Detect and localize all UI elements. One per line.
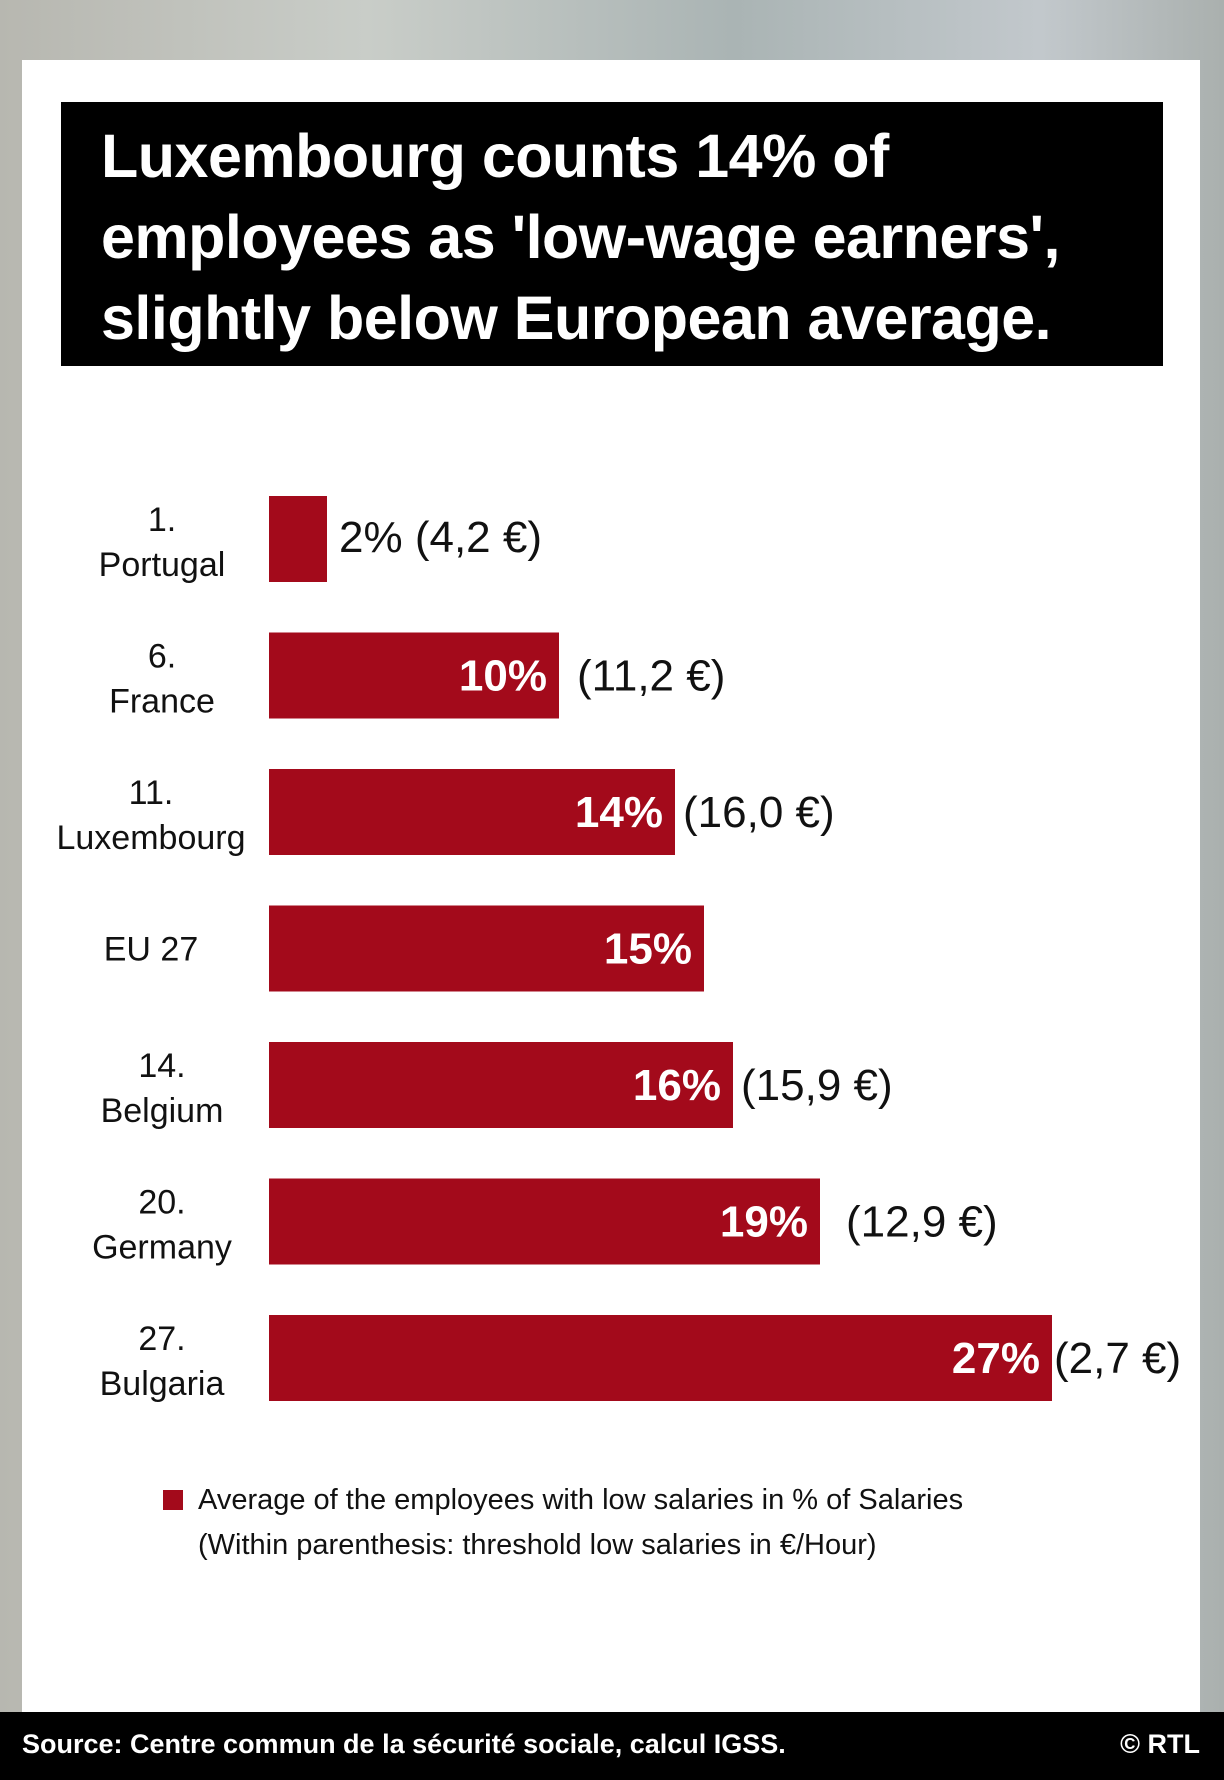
legend-text: Average of the employees with low salari… <box>198 1478 963 1568</box>
value-label: 15% <box>604 925 692 974</box>
value-label: 14% <box>575 788 663 837</box>
threshold-label: (12,9 €) <box>846 1198 998 1247</box>
value-label: 10% <box>459 652 547 701</box>
bar-luxembourg <box>269 769 675 855</box>
bar-eu-27 <box>269 905 704 992</box>
bar-france <box>269 632 559 719</box>
legend-swatch <box>163 1490 183 1510</box>
country-label: EU 27 <box>104 931 199 969</box>
country-label: Belgium <box>101 1092 224 1130</box>
country-label: Luxembourg <box>56 819 245 857</box>
bar-belgium <box>269 1042 733 1128</box>
title-line-3: slightly below European average. <box>101 284 1052 352</box>
rank-label: 11. <box>129 774 174 812</box>
value-label: 27% <box>952 1334 1040 1383</box>
legend-line-1: Average of the employees with low salari… <box>198 1484 964 1516</box>
country-label: Portugal <box>99 546 226 584</box>
bar-bulgaria <box>269 1315 1052 1401</box>
title-box: Luxembourg counts 14% of employees as 'l… <box>61 102 1163 366</box>
country-label: Bulgaria <box>100 1365 225 1403</box>
bar-germany <box>269 1178 820 1265</box>
rank-label: 14. <box>138 1047 185 1085</box>
legend-line-2: (Within parenthesis: threshold low salar… <box>198 1529 877 1561</box>
rank-label: 6. <box>148 638 176 676</box>
copyright-text: © RTL <box>1120 1729 1200 1759</box>
country-label: France <box>109 683 215 721</box>
bar-portugal <box>269 496 327 582</box>
value-label: 2% (4,2 €) <box>339 513 542 562</box>
value-label: 16% <box>633 1061 721 1110</box>
threshold-label: (15,9 €) <box>741 1061 893 1110</box>
source-text: Source: Centre commun de la sécurité soc… <box>22 1729 786 1759</box>
title-line-1: Luxembourg counts 14% of <box>101 122 889 190</box>
threshold-label: (2,7 €) <box>1054 1334 1181 1383</box>
threshold-label: (16,0 €) <box>683 788 835 837</box>
footer: Source: Centre commun de la sécurité soc… <box>0 1712 1224 1780</box>
country-label: Germany <box>92 1229 232 1267</box>
rank-label: 1. <box>148 501 176 539</box>
rank-label: 27. <box>138 1320 185 1358</box>
title-line-2: employees as 'low-wage earners', <box>101 203 1060 271</box>
threshold-label: (11,2 €) <box>577 652 725 701</box>
value-label: 19% <box>720 1198 808 1247</box>
rank-label: 20. <box>138 1184 185 1222</box>
